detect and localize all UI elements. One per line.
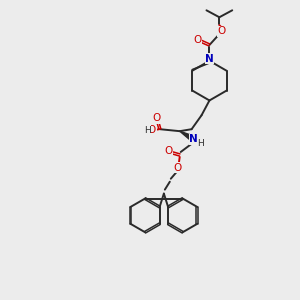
Text: N: N xyxy=(205,54,214,64)
Text: O: O xyxy=(165,146,173,156)
Polygon shape xyxy=(180,131,195,142)
Text: N: N xyxy=(189,134,198,144)
Text: O: O xyxy=(148,125,156,135)
Text: H: H xyxy=(144,126,150,135)
Text: O: O xyxy=(194,35,202,45)
Text: O: O xyxy=(217,26,226,36)
Text: O: O xyxy=(174,163,182,173)
Text: O: O xyxy=(153,113,161,123)
Text: H: H xyxy=(197,139,204,148)
